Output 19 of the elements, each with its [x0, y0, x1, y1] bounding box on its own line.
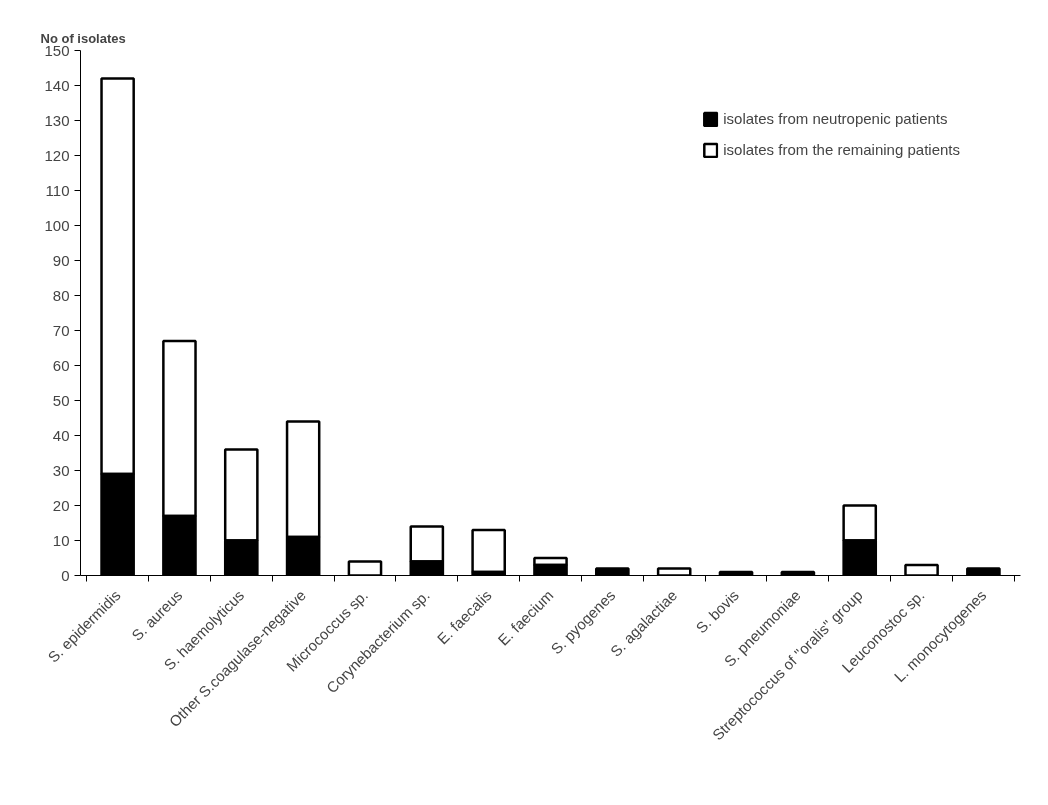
bar	[471, 528, 506, 574]
legend-label: isolates from neutropenic patients	[723, 110, 948, 127]
legend-label: isolates from the remaining patients	[723, 141, 960, 158]
y-tick-label: 0	[61, 566, 70, 584]
y-tick-label: 110	[45, 181, 70, 199]
y-tick-label: 30	[52, 461, 70, 479]
y-tick-label: 90	[52, 251, 70, 269]
y-tick-label: 70	[52, 321, 70, 339]
y-tick-label: 10	[52, 531, 70, 549]
y-tick-label: 60	[52, 356, 70, 374]
y-tick-label: 40	[52, 426, 70, 444]
y-tick-label: 80	[52, 286, 70, 304]
y-tick-label: 100	[44, 216, 70, 234]
y-tick-label: 50	[52, 391, 70, 409]
y-tick-label: 120	[44, 146, 70, 164]
y-tick-label: 130	[44, 111, 70, 129]
y-tick-label: 140	[44, 76, 70, 94]
y-axis-title: No of isolates	[40, 30, 126, 46]
y-tick-label: 20	[52, 496, 70, 514]
